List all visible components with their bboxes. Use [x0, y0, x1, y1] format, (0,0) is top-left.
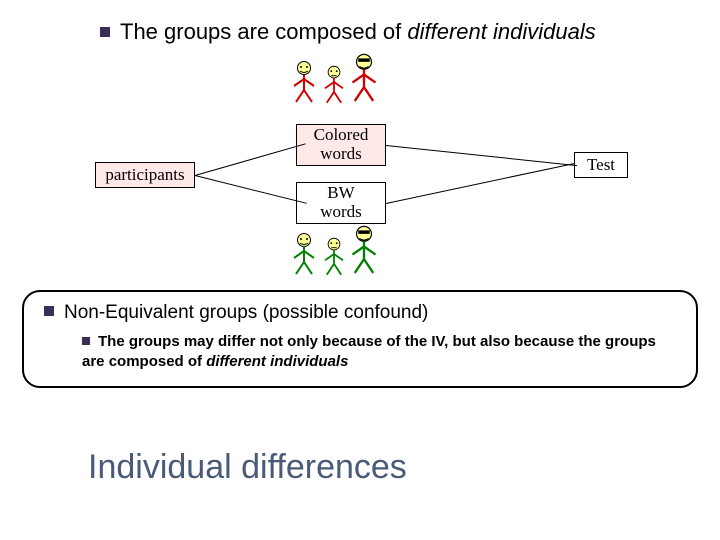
box-test-label: Test: [587, 156, 615, 175]
stick-figures-bottom: [290, 232, 378, 281]
stick-figure-icon: [348, 53, 380, 109]
connector-line: [195, 175, 307, 204]
box-participants-label: participants: [105, 166, 184, 185]
box-test: Test: [574, 152, 628, 178]
panel-line2-em: different individuals: [206, 353, 348, 370]
top-bullet-text-prefix: The groups are composed of: [120, 19, 407, 44]
box-colored-label: Colored words: [314, 126, 369, 163]
panel-line2-prefix: The groups may differ not only because o…: [82, 333, 656, 370]
top-bullet-text-em: different individuals: [407, 19, 595, 44]
bullet-square-icon: [100, 27, 110, 37]
callout-panel: Non-Equivalent groups (possible confound…: [22, 290, 698, 388]
box-bw-words: BW words: [296, 182, 386, 224]
box-bw-label: BW words: [320, 184, 362, 221]
top-bullet: The groups are composed of different ind…: [100, 18, 660, 46]
panel-line1: Non-Equivalent groups (possible confound…: [44, 302, 680, 324]
bullet-square-icon: [82, 337, 90, 345]
connector-line: [386, 145, 577, 166]
connector-line: [386, 163, 574, 204]
box-colored-words: Colored words: [296, 124, 386, 166]
slide-title: Individual differences: [88, 448, 407, 487]
bullet-square-icon: [44, 306, 54, 316]
panel-line1-text: Non-Equivalent groups (possible confound…: [64, 302, 428, 323]
stick-figure-icon: [348, 225, 380, 281]
stick-figure-icon: [290, 60, 318, 109]
stick-figure-icon: [321, 237, 346, 281]
stick-figure-icon: [290, 232, 318, 281]
box-participants: participants: [95, 162, 195, 188]
stick-figures-top: [290, 60, 378, 109]
connector-line: [195, 143, 306, 176]
panel-line2: The groups may differ not only because o…: [82, 332, 680, 373]
stick-figure-icon: [321, 65, 346, 109]
